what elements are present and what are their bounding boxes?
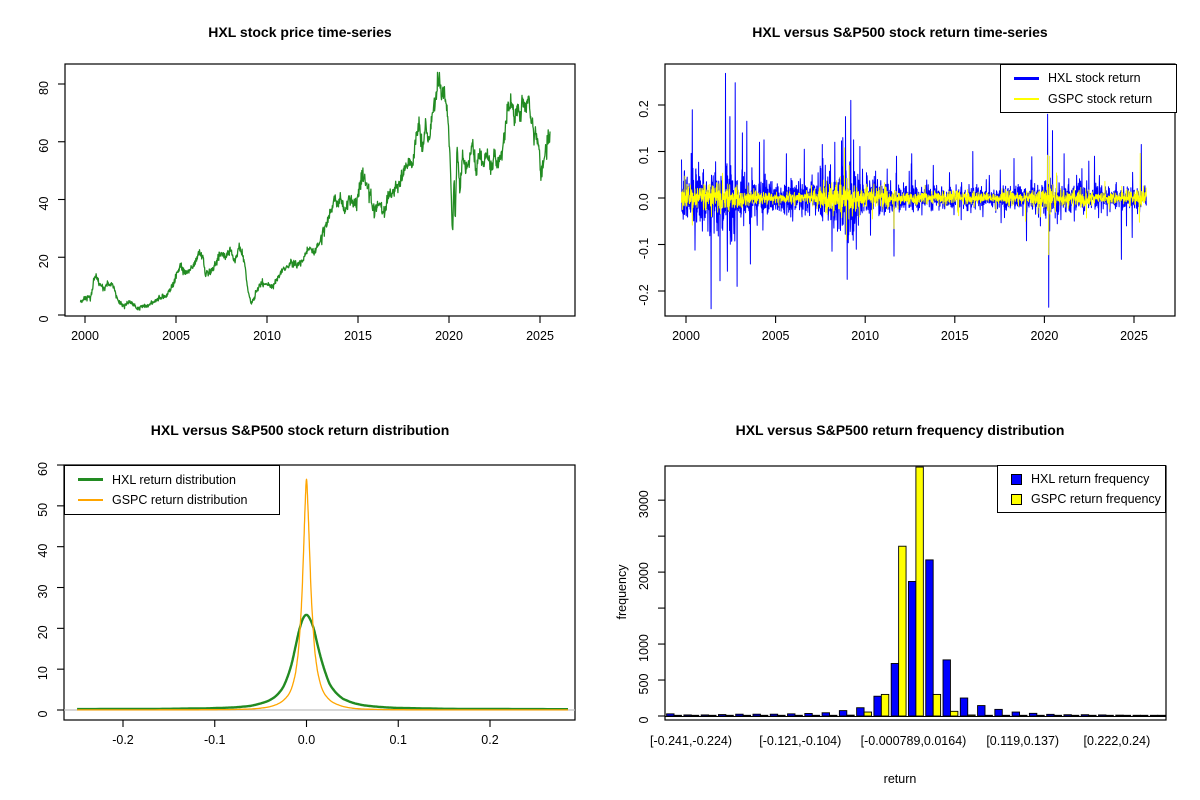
svg-text:2005: 2005 [762,329,790,343]
svg-text:2000: 2000 [637,562,651,590]
svg-text:2015: 2015 [941,329,969,343]
svg-text:60: 60 [36,462,50,476]
price-plot-title: HXL stock price time-series [208,24,392,40]
svg-text:2025: 2025 [526,329,554,343]
svg-text:20: 20 [36,625,50,639]
svg-text:0: 0 [37,315,51,322]
returns-legend: HXL stock return GSPC stock return [1000,64,1177,113]
legend-label: GSPC return frequency [1031,492,1161,506]
panel-price-timeseries: 2000 2005 2010 2015 2020 2025 0 20 40 60 80 HXL st… [0,0,600,400]
legend-entry-gspc-return: GSPC stock return [1001,92,1176,106]
svg-text:2025: 2025 [1120,329,1148,343]
legend-entry-gspc-density: GSPC return distribution [65,493,279,507]
svg-text:0.0: 0.0 [298,733,315,747]
density-legend: HXL return distribution GSPC return dist… [64,465,280,515]
svg-text:2015: 2015 [344,329,372,343]
legend-entry-hxl-frequency: HXL return frequency [998,472,1165,486]
svg-text:3000: 3000 [637,490,651,518]
legend-label: HXL return distribution [112,472,236,487]
svg-text:2000: 2000 [71,329,99,343]
svg-text:-0.1: -0.1 [637,238,651,260]
svg-text:1000: 1000 [637,634,651,662]
svg-text:0.1: 0.1 [390,733,407,747]
svg-text:20: 20 [37,254,51,268]
svg-text:10: 10 [36,666,50,680]
svg-text:2010: 2010 [851,329,879,343]
svg-text:0.2: 0.2 [481,733,498,747]
histogram-xlabel: return [883,772,917,786]
gspc-return-line-swatch [1014,97,1039,100]
svg-text:[-0.121,-0.104): [-0.121,-0.104) [759,734,841,748]
svg-text:-0.2: -0.2 [112,733,134,747]
svg-text:2020: 2020 [1030,329,1058,343]
svg-text:0: 0 [36,710,50,717]
svg-text:40: 40 [37,197,51,211]
svg-text:500: 500 [637,674,651,695]
legend-entry-gspc-frequency: GSPC return frequency [998,492,1165,506]
gspc-frequency-box-swatch [1011,493,1022,505]
svg-text:[0.222,0.24): [0.222,0.24) [1084,734,1151,748]
hxl-density-line-swatch [78,478,103,482]
svg-text:[-0.000789,0.0164): [-0.000789,0.0164) [861,734,967,748]
histogram-plot-title: HXL versus S&P500 return frequency distr… [735,422,1065,438]
svg-text:0.0: 0.0 [637,193,651,210]
svg-text:50: 50 [36,503,50,517]
price-plot-canvas: 2000 2005 2010 2015 2020 2025 0 20 40 60 80 [37,63,576,343]
histogram-legend: HXL return frequency GSPC return frequen… [997,465,1166,513]
svg-text:[0.119,0.137): [0.119,0.137) [986,734,1059,748]
legend-entry-hxl-density: HXL return distribution [65,473,279,487]
svg-text:2010: 2010 [253,329,281,343]
svg-text:-0.2: -0.2 [637,284,651,306]
hxl-return-line-swatch [1014,76,1039,80]
svg-text:0.2: 0.2 [637,100,651,117]
svg-text:[-0.241,-0.224): [-0.241,-0.224) [650,734,732,748]
svg-text:2020: 2020 [435,329,463,343]
returns-plot-canvas: 2000 2005 2010 2015 2020 2025 0.2 0.1 0.0 -0.1 -0.… [637,63,1176,343]
density-plot-canvas: -0.2 -0.1 0.0 0.1 0.2 0 10 20 30 40 50 60 [36,462,576,747]
legend-label: HXL stock return [1048,71,1141,86]
svg-text:0.1: 0.1 [637,147,651,164]
panel-return-frequency: 0 500 1000 2000 3000 [-0.241,-0.224) [-0.121,-… [600,400,1200,800]
panel-return-timeseries: 2000 2005 2010 2015 2020 2025 0.2 0.1 0.0 -0.1 -0.… [600,0,1200,400]
gspc-density-line-swatch [78,499,103,502]
svg-text:60: 60 [37,139,51,153]
legend-label: GSPC return distribution [112,493,248,508]
svg-text:30: 30 [36,585,50,599]
panel-return-distribution: -0.2 -0.1 0.0 0.1 0.2 0 10 20 30 40 50 60 HXL versu… [0,400,600,800]
density-plot-title: HXL versus S&P500 stock return distribut… [150,422,450,438]
svg-text:2000: 2000 [672,329,700,343]
svg-text:40: 40 [36,544,50,558]
returns-plot-title: HXL versus S&P500 stock return time-seri… [752,24,1048,40]
legend-label: HXL return frequency [1031,472,1150,486]
legend-label: GSPC stock return [1048,91,1153,106]
legend-entry-hxl-return: HXL stock return [1001,71,1176,85]
svg-text:0: 0 [637,716,651,723]
hxl-frequency-box-swatch [1011,473,1022,485]
histogram-plot-canvas: 0 500 1000 2000 3000 [-0.241,-0.224) [-0.121,-… [637,465,1167,748]
histogram-ylabel: frequency [615,564,629,620]
svg-text:80: 80 [37,81,51,95]
svg-text:-0.1: -0.1 [204,733,226,747]
svg-text:2005: 2005 [162,329,190,343]
